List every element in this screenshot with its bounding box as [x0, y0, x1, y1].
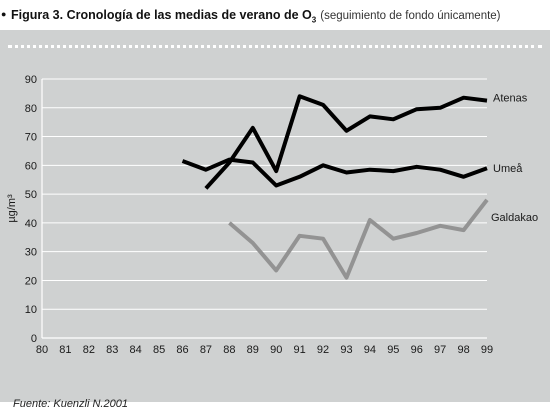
figure-title: Figura 3. Cronología de las medias de ve…: [11, 8, 501, 25]
x-tick-label-83: 83: [106, 344, 118, 356]
bullet-icon: ●: [1, 9, 6, 19]
x-tick-label-85: 85: [153, 344, 165, 356]
y-tick-label-70: 70: [25, 132, 37, 144]
source-note: Fuente: Kuenzli N.2001: [13, 398, 128, 410]
x-tick-label-89: 89: [247, 344, 259, 356]
x-tick-label-82: 82: [83, 344, 95, 356]
x-tick-label-95: 95: [387, 344, 399, 356]
y-tick-label-80: 80: [25, 103, 37, 115]
y-tick-label-10: 10: [25, 304, 37, 316]
x-tick-label-92: 92: [317, 344, 329, 356]
x-tick-label-90: 90: [270, 344, 282, 356]
x-tick-label-99: 99: [481, 344, 493, 356]
figure-subtitle: (seguimiento de fondo únicamente): [320, 10, 500, 22]
x-tick-label-88: 88: [223, 344, 235, 356]
series-label-galdakao: Galdakao: [491, 212, 538, 224]
y-tick-label-30: 30: [25, 247, 37, 259]
x-tick-label-93: 93: [340, 344, 352, 356]
y-tick-label-40: 40: [25, 218, 37, 230]
y-tick-label-50: 50: [25, 189, 37, 201]
y-tick-label-60: 60: [25, 160, 37, 172]
x-tick-label-87: 87: [200, 344, 212, 356]
x-tick-label-91: 91: [294, 344, 306, 356]
series-line-atenas: [206, 96, 487, 188]
figure-title-text: Figura 3. Cronología de las medias de ve…: [11, 8, 312, 22]
figure-title-subscript: 3: [312, 16, 316, 25]
x-tick-label-94: 94: [364, 344, 376, 356]
x-tick-label-97: 97: [434, 344, 446, 356]
x-tick-label-86: 86: [176, 344, 188, 356]
series-label-ume-: Umeå: [493, 163, 523, 175]
series-line-galdakao: [229, 200, 487, 278]
y-tick-label-90: 90: [25, 74, 37, 86]
figure-header: ● Figura 3. Cronología de las medias de …: [0, 0, 550, 30]
x-tick-label-96: 96: [411, 344, 423, 356]
y-tick-label-20: 20: [25, 275, 37, 287]
x-tick-label-81: 81: [59, 344, 71, 356]
series-label-atenas: Atenas: [493, 93, 528, 105]
y-axis-label: µg/m³: [6, 194, 18, 223]
x-tick-label-80: 80: [36, 344, 48, 356]
x-tick-label-98: 98: [457, 344, 469, 356]
x-tick-label-84: 84: [130, 344, 142, 356]
